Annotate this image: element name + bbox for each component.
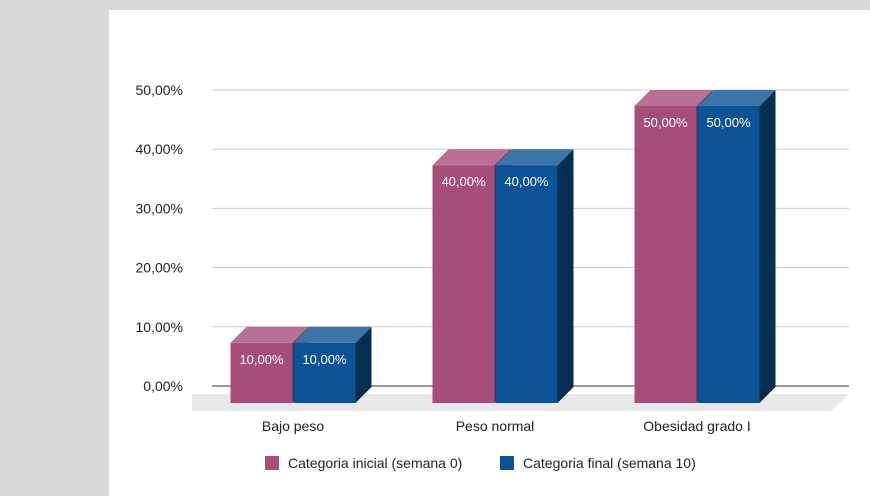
bar-front [293, 342, 356, 403]
data-label: 50,00% [706, 115, 751, 130]
legend[interactable]: Categoria inicial (semana 0) Categoria fi… [265, 455, 696, 471]
bar-top [293, 326, 372, 343]
y-tick-label: 40,00% [136, 141, 183, 157]
chart-panel: 0,00% 10,00% 20,00% 30,00% 40,00% 50,00% 10,00… [109, 10, 870, 496]
legend-swatch [500, 456, 514, 470]
labels: 0,00% 10,00% 20,00% 30,00% 40,00% 50,00% 10,00… [136, 82, 751, 434]
y-tick-label: 20,00% [136, 260, 183, 276]
data-label: 40,00% [441, 174, 486, 189]
bar-side [759, 90, 776, 403]
x-category-label: Peso normal [456, 418, 535, 434]
data-label: 10,00% [239, 352, 284, 367]
data-label: 50,00% [643, 115, 688, 130]
data-label: 10,00% [302, 352, 347, 367]
legend-item[interactable]: Categoria final (semana 10) [500, 455, 696, 471]
bar-top [495, 149, 574, 166]
legend-swatch [265, 456, 279, 470]
bar-side [355, 326, 372, 403]
bar-side [557, 149, 574, 403]
y-tick-label: 0,00% [143, 378, 183, 394]
bar-front [432, 165, 495, 403]
bar-front [495, 165, 558, 403]
legend-label: Categoria final (semana 10) [523, 455, 696, 471]
bar [293, 326, 372, 403]
bar [697, 90, 776, 403]
y-tick-label: 10,00% [136, 319, 183, 335]
y-tick-label: 30,00% [136, 200, 183, 216]
bar [495, 149, 574, 403]
bar-chart: 0,00% 10,00% 20,00% 30,00% 40,00% 50,00% 10,00… [136, 82, 849, 471]
legend-label: Categoria inicial (semana 0) [288, 455, 462, 471]
y-tick-label: 50,00% [136, 82, 183, 98]
x-category-label: Bajo peso [262, 418, 324, 434]
x-category-label: Obesidad grado I [643, 418, 750, 434]
data-label: 40,00% [504, 174, 549, 189]
bar-top [697, 90, 776, 106]
bar-top [432, 149, 511, 166]
bar-front [230, 342, 293, 403]
bar-top [230, 326, 309, 343]
bars [230, 90, 776, 403]
bar-front [634, 106, 697, 403]
bar-top [634, 90, 713, 106]
legend-item[interactable]: Categoria inicial (semana 0) [265, 455, 462, 471]
bar-front [697, 106, 760, 403]
